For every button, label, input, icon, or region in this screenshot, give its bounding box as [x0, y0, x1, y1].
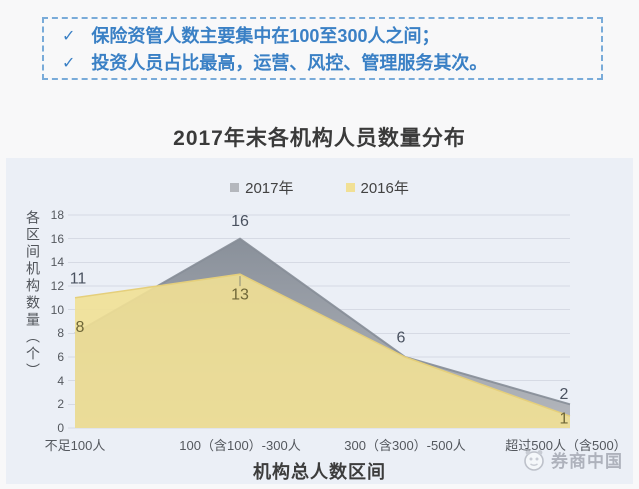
y-tick-label: 10 — [50, 302, 64, 317]
legend-label-2016: 2016年 — [360, 179, 409, 197]
legend-swatch-2016 — [345, 182, 355, 192]
legend: 2017年 2016年 — [6, 177, 633, 198]
y-tick-label: 2 — [57, 397, 64, 412]
y-tick-label: 16 — [50, 231, 64, 246]
data-label: 2 — [560, 386, 569, 403]
legend-item-2017: 2017年 — [230, 177, 294, 198]
callout-text-1: 保险资管人数主要集中在100至300人之间； — [91, 26, 440, 46]
callout-line-1: ✓ 保险资管人数主要集中在100至300人之间； — [62, 23, 593, 50]
chart-title: 2017年末各机构人员数量分布 — [173, 127, 466, 150]
y-tick-label: 18 — [50, 208, 64, 222]
callout-text-2: 投资人员占比最高，运营、风控、管理服务其次。 — [91, 53, 488, 73]
x-tick-label: 不足100人 — [44, 438, 106, 453]
data-label: 1 — [560, 411, 569, 428]
data-label: 8 — [76, 319, 85, 336]
y-tick-label: 8 — [57, 326, 64, 341]
chart-panel: 8 16 6 2 11 13 1 2017年 2016年 0 2 4 6 8 10 12 14 16 18 不… — [6, 158, 633, 484]
area-2016 — [75, 274, 570, 428]
y-tick-label: 6 — [57, 350, 64, 364]
data-label: 16 — [231, 213, 249, 230]
y-tick-label: 14 — [50, 255, 64, 270]
x-tick-label: 100（含100）-300人 — [179, 438, 301, 453]
x-tick-label: 300（含300）-500人 — [344, 438, 466, 453]
callout-line-2: ✓ 投资人员占比最高，运营、风控、管理服务其次。 — [62, 50, 593, 77]
y-axis-title: 各区间机构数量（个） — [25, 210, 41, 380]
legend-item-2016: 2016年 — [345, 177, 409, 198]
y-tick-label: 4 — [57, 373, 64, 388]
data-label: 6 — [397, 330, 406, 347]
legend-label-2017: 2017年 — [245, 179, 294, 197]
plot-canvas: 8 16 6 2 11 13 1 — [68, 213, 571, 429]
data-label: 11 — [70, 270, 87, 287]
y-tick-label: 12 — [50, 279, 64, 293]
watermark: 券商中国 — [522, 447, 623, 472]
legend-swatch-2017 — [230, 182, 240, 192]
data-label: 13 — [231, 287, 249, 304]
y-tick-label: 0 — [57, 421, 64, 435]
checkmark-icon: ✓ — [62, 28, 76, 45]
x-axis-title: 机构总人数区间 — [253, 462, 386, 482]
callout-box: ✓ 保险资管人数主要集中在100至300人之间； ✓ 投资人员占比最高，运营、风… — [42, 17, 603, 80]
x-tick-label: 超过500人（含500） — [505, 438, 627, 453]
watermark-label: 券商中国 — [551, 452, 623, 471]
checkmark-icon: ✓ — [62, 55, 76, 72]
watermark-logo-icon — [524, 449, 544, 471]
